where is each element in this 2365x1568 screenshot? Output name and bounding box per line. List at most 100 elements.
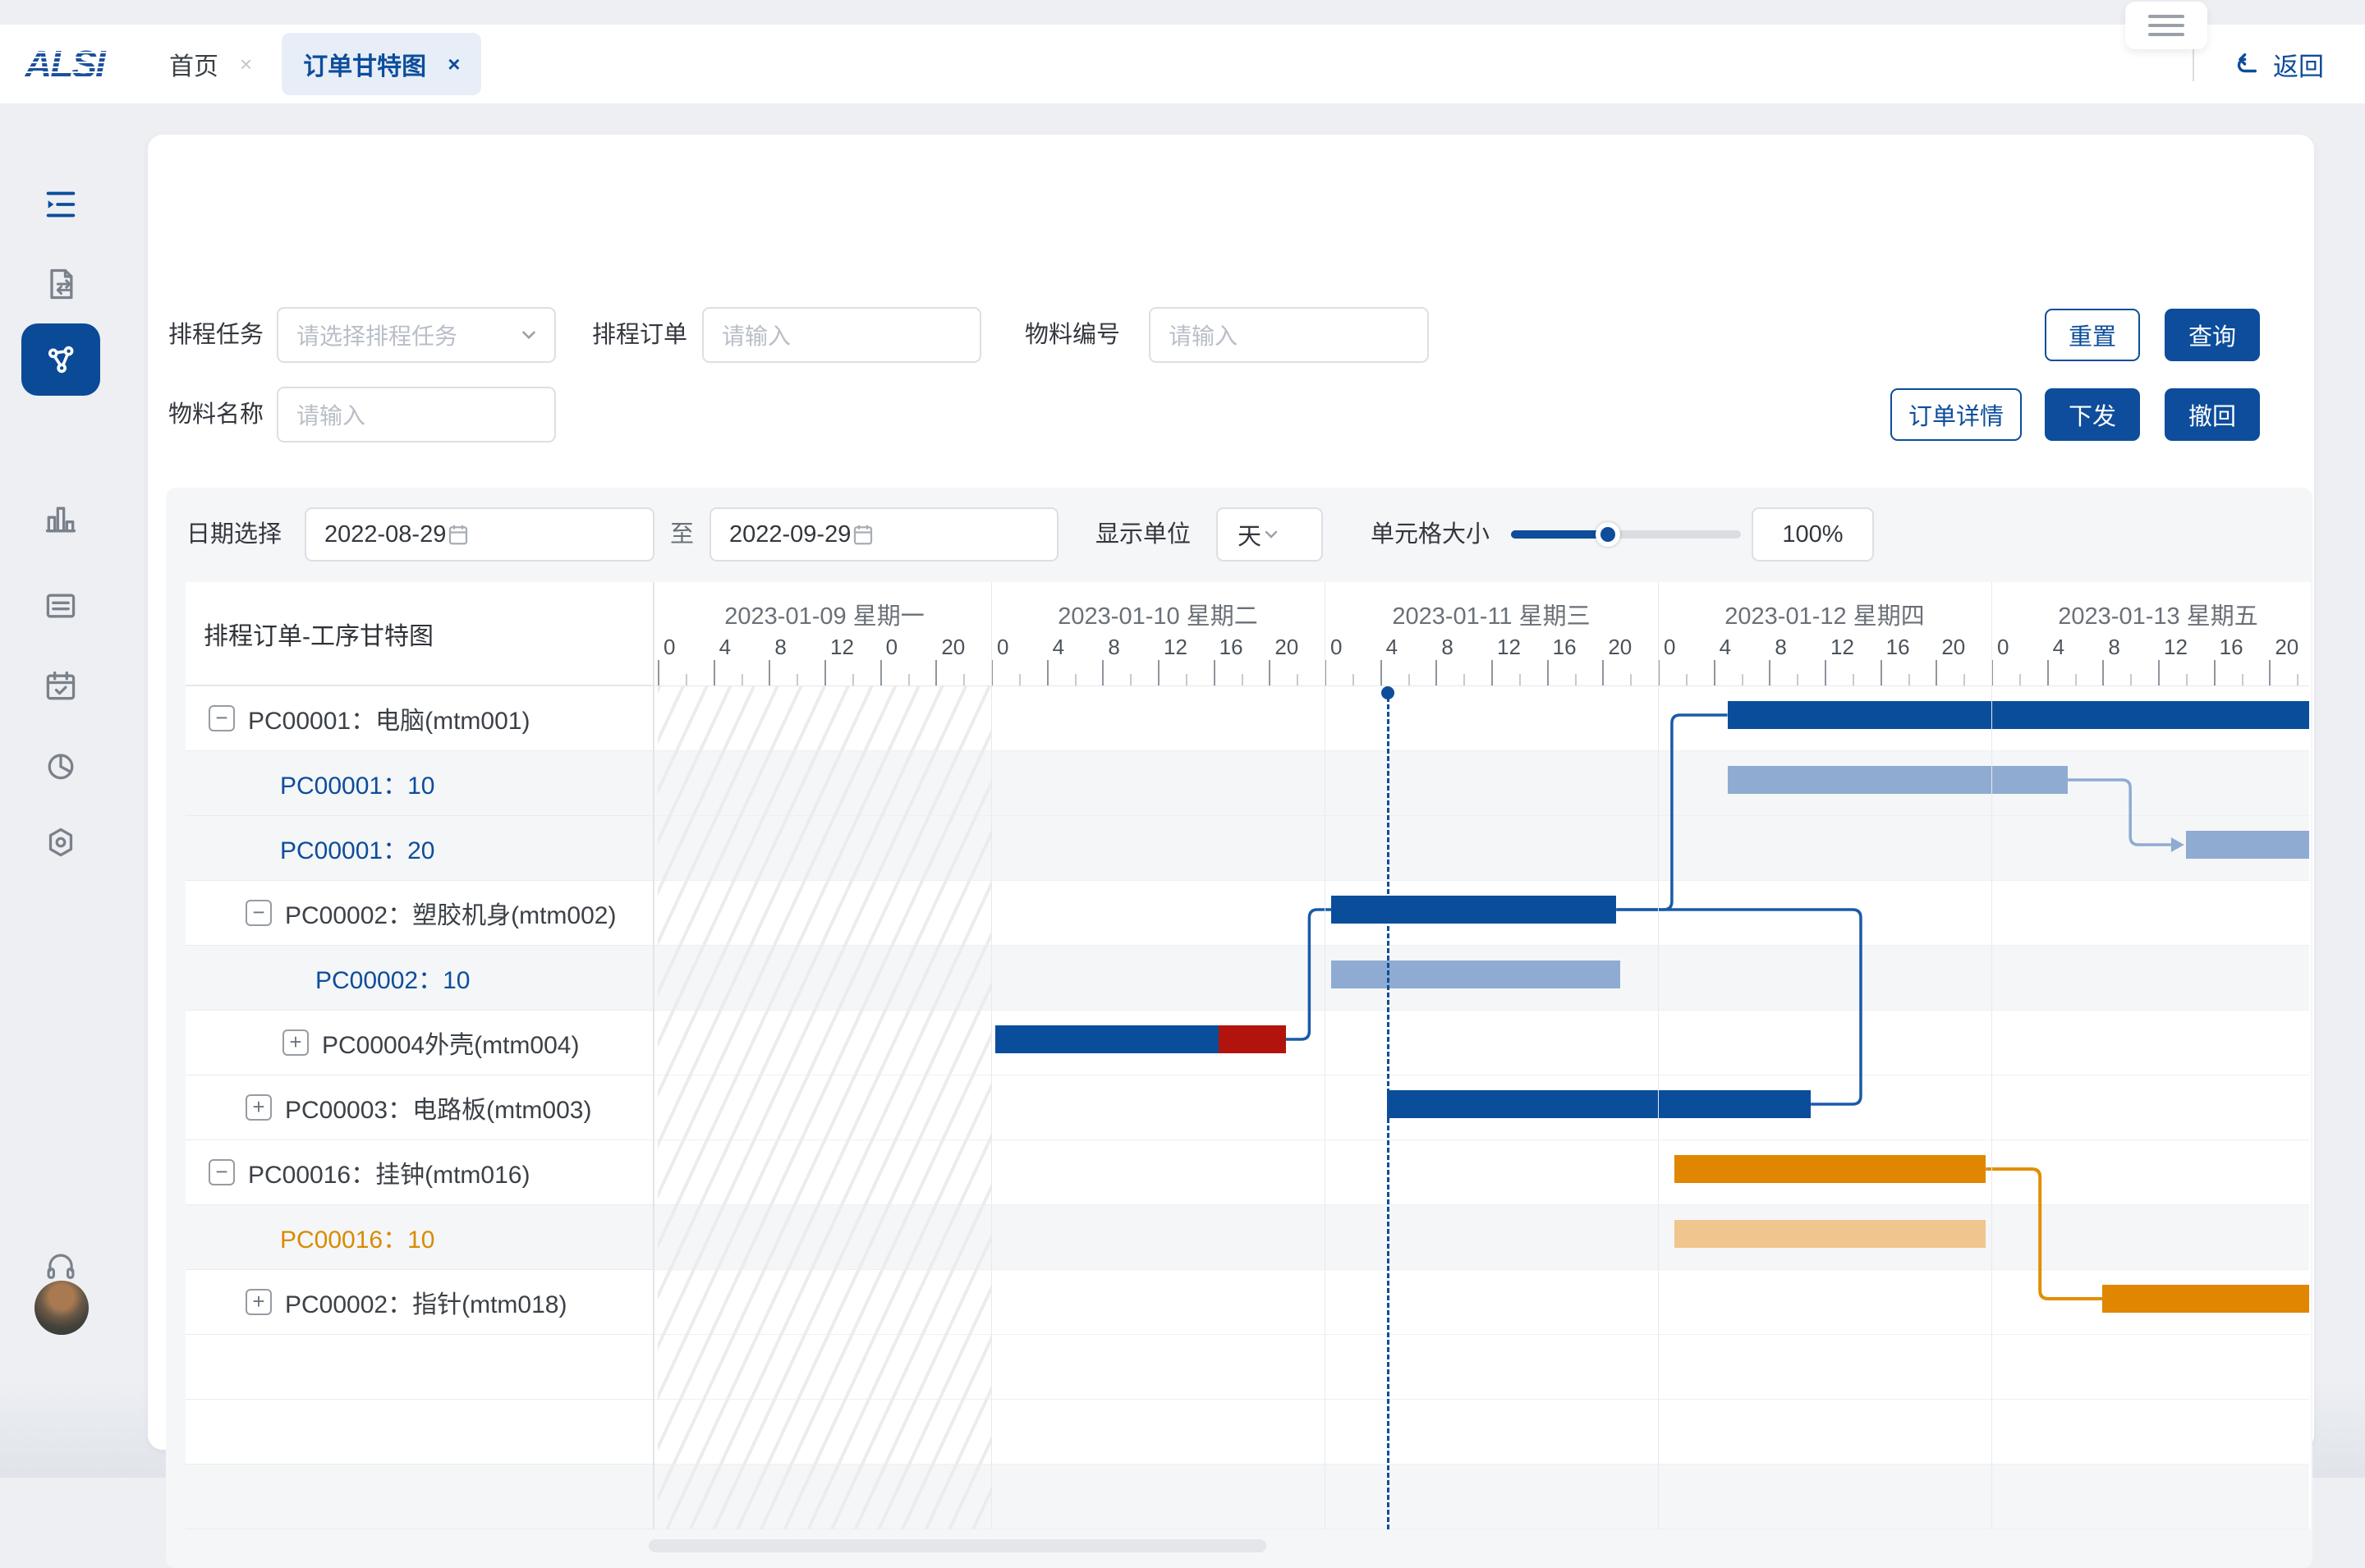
collapse-icon[interactable]: − [209, 1159, 235, 1185]
hour-tick-label: 16 [1885, 635, 1910, 659]
hour-tick [2213, 660, 2216, 685]
expand-icon[interactable]: + [246, 1289, 272, 1315]
half-hour-tick [1018, 674, 1021, 685]
sidebar-item-document-export[interactable] [21, 253, 100, 315]
app-root: ALSI 首页 × 订单甘特图 × 返回 [21, 2, 2324, 1568]
tree-row[interactable]: PC00002：10 [186, 946, 653, 1011]
unit-select[interactable]: 天 [1216, 507, 1323, 562]
half-hour-tick [1241, 674, 1243, 685]
slider-handle[interactable] [1595, 522, 1620, 547]
tree-row-label: PC00001：电脑(mtm001) [248, 708, 530, 735]
chevron-down-icon [522, 331, 535, 340]
hour-tick-label: 0 [997, 635, 1009, 659]
gantt-table: 排程订单-工序甘特图 − PC00001：电脑(mtm001) PC00001：10… [186, 582, 2311, 1529]
date-to-input[interactable]: 2022-09-29 [710, 507, 1059, 562]
tree-row[interactable]: PC00001：20 [186, 816, 653, 881]
gantt-bar-blue[interactable] [1387, 1090, 1812, 1118]
tab-home-close-icon[interactable]: × [240, 51, 253, 76]
sidebar-item-gear[interactable] [21, 811, 100, 873]
date-from-value: 2022-08-29 [324, 520, 447, 548]
material-code-input[interactable]: 请输入 [1149, 307, 1429, 363]
gantt-bar-blue[interactable] [1331, 896, 1617, 924]
hour-tick [658, 660, 659, 685]
back-button[interactable]: 返回 [2232, 46, 2324, 83]
hour-tick-label: 4 [1385, 635, 1398, 659]
hour-tick-label: 0 [1997, 635, 2009, 659]
tree-row[interactable]: + PC00002：指针(mtm018) [186, 1270, 653, 1335]
sidebar-item-headset[interactable] [21, 1236, 100, 1299]
cell-size-slider[interactable] [1511, 522, 1741, 547]
gantt-bar-orange[interactable] [1674, 1155, 1986, 1183]
reset-button[interactable]: 重置 [2045, 309, 2140, 361]
date-from-input[interactable]: 2022-08-29 [305, 507, 654, 562]
day-header-label: 2023-01-13 星期五 [2058, 603, 2258, 630]
day-boundary-line [1658, 582, 1659, 1529]
sidebar-item-form-list[interactable] [21, 575, 100, 637]
tab-order-gantt-close-icon[interactable]: × [448, 51, 461, 76]
tree-row-label: PC00003：电路板(mtm003) [285, 1097, 592, 1124]
tree-row[interactable]: PC00016：10 [186, 1205, 653, 1270]
tree-row[interactable] [186, 1335, 653, 1400]
avatar[interactable] [34, 1281, 89, 1335]
topbar-right: 返回 [2193, 46, 2324, 83]
query-button[interactable]: 查询 [2165, 309, 2260, 361]
tree-row[interactable]: PC00001：10 [186, 751, 653, 816]
half-hour-tick [1685, 674, 1688, 685]
task-select[interactable]: 请选择排程任务 [277, 307, 556, 363]
sidebar-item-calendar-check[interactable] [21, 655, 100, 718]
cell-size-label: 单元格大小 [1371, 521, 1490, 548]
main-card: 排程任务 请选择排程任务 排程订单 请输入 物料编号 请输入 物料名称 请输入 … [148, 135, 2314, 1568]
gantt-bar-orange[interactable] [2102, 1285, 2309, 1313]
zoom-value-box[interactable]: 100% [1752, 507, 1874, 562]
dispatch-button[interactable]: 下发 [2045, 388, 2140, 441]
collapse-icon[interactable]: − [209, 705, 235, 731]
order-detail-button[interactable]: 订单详情 [1890, 388, 2022, 441]
expand-icon[interactable]: + [246, 1094, 272, 1121]
horizontal-scrollbar[interactable] [649, 1539, 1266, 1552]
half-hour-tick [2297, 674, 2299, 685]
gantt-bar-lightblue[interactable] [2185, 831, 2309, 859]
hour-tick [879, 660, 882, 685]
gantt-bar-lightblue[interactable] [1331, 961, 1621, 988]
hour-tick-label: 12 [1830, 635, 1854, 659]
sidebar-item-pie-chart[interactable] [21, 734, 100, 796]
half-hour-tick [2185, 674, 2188, 685]
arrow-up-left-icon [2237, 53, 2257, 73]
gantt-bar-lightorange[interactable] [1674, 1220, 1986, 1248]
chevron-down-icon [1265, 530, 1278, 539]
header-collapse-button[interactable] [2125, 2, 2207, 49]
current-time-line [1387, 690, 1390, 1529]
gantt-bar-red[interactable] [1219, 1025, 1286, 1053]
order-input[interactable]: 请输入 [702, 307, 981, 363]
tree-row[interactable]: − PC00016：挂钟(mtm016) [186, 1140, 653, 1205]
hour-tick-label: 16 [1552, 635, 1577, 659]
half-hour-tick [1074, 674, 1077, 685]
collapse-icon[interactable]: − [246, 900, 272, 926]
tab-order-gantt[interactable]: 订单甘特图 × [282, 33, 482, 95]
gantt-chart-body[interactable] [654, 686, 2309, 1529]
hour-tick-label: 0 [885, 635, 898, 659]
hour-tick-label: 12 [1497, 635, 1521, 659]
hour-tick-label: 0 [1664, 635, 1676, 659]
tree-row[interactable]: − PC00002：塑胶机身(mtm002) [186, 881, 653, 946]
sidebar-item-menu-collapse[interactable] [21, 173, 100, 236]
half-hour-tick [1797, 674, 1799, 685]
expand-icon[interactable]: + [282, 1029, 309, 1056]
hour-tick [1658, 660, 1660, 685]
gantt-bar-blue[interactable] [1727, 701, 2309, 729]
sidebar-item-share-network[interactable] [21, 323, 100, 396]
material-name-input[interactable]: 请输入 [277, 387, 556, 442]
gantt-bar-lightblue[interactable] [1727, 766, 2069, 794]
gantt-bar-blue[interactable] [995, 1025, 1219, 1053]
tree-row[interactable] [186, 1400, 653, 1465]
hour-tick [1991, 660, 1993, 685]
tree-row[interactable]: + PC00004外壳(mtm004) [186, 1011, 653, 1075]
sidebar-item-bar-chart[interactable] [21, 488, 100, 550]
date-to-label: 至 [670, 521, 695, 548]
tree-row[interactable]: − PC00001：电脑(mtm001) [186, 686, 653, 751]
tab-home[interactable]: 首页 × [148, 33, 273, 95]
tree-row[interactable]: + PC00003：电路板(mtm003) [186, 1075, 653, 1140]
filter-label-task: 排程任务 [168, 322, 264, 348]
tree-row[interactable] [186, 1465, 653, 1529]
withdraw-button[interactable]: 撤回 [2165, 388, 2260, 441]
